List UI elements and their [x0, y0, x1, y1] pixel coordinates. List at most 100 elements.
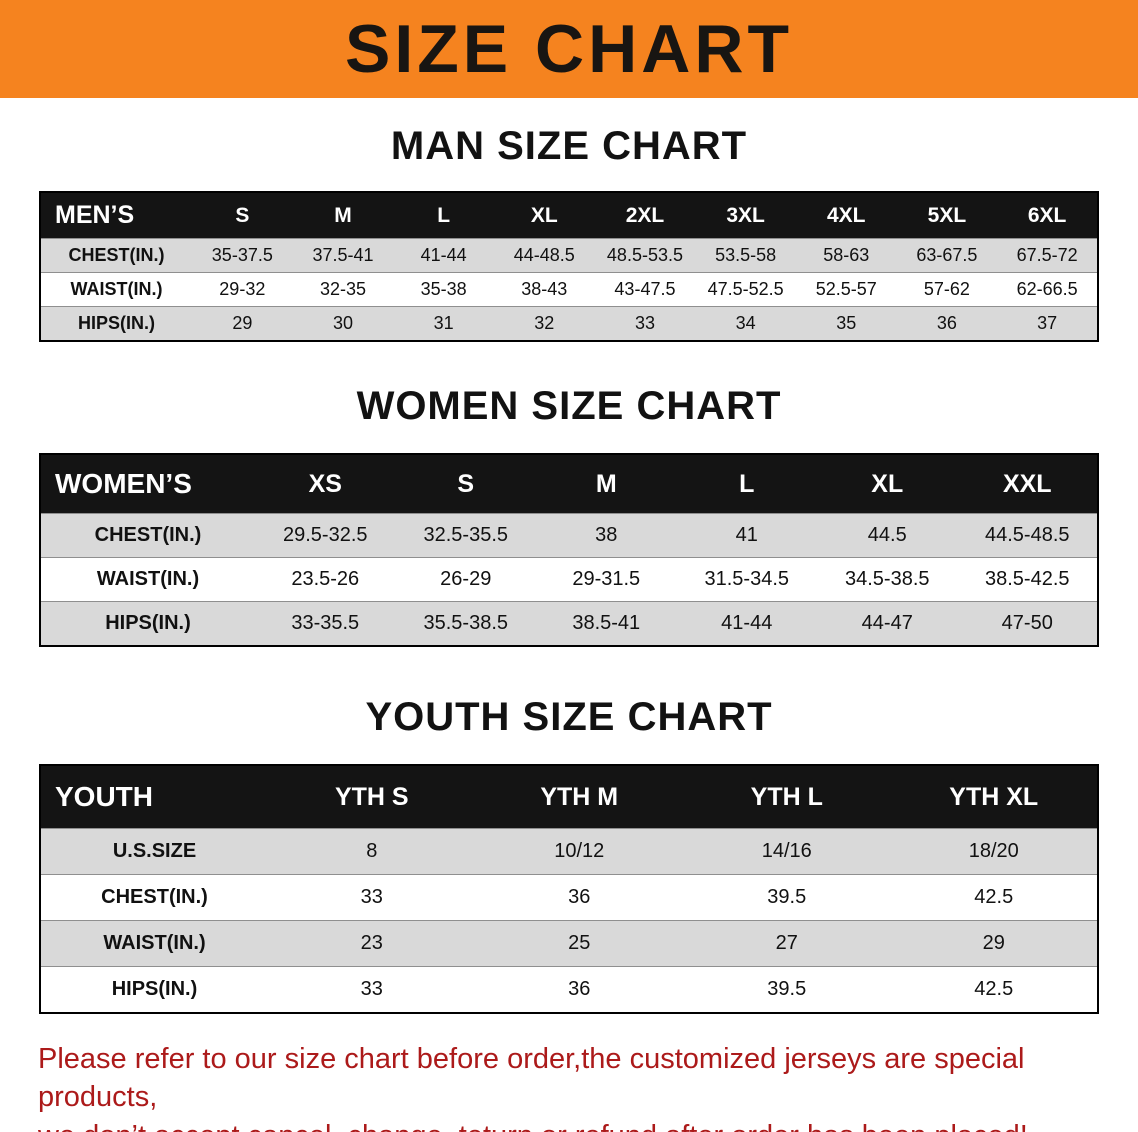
youth-section-heading: YOUTH SIZE CHART — [365, 695, 773, 739]
footer-notice-line1: Please refer to our size chart before or… — [38, 1043, 1025, 1114]
table-header-row: WOMEN’S XS S M L XL XXL — [40, 454, 1098, 514]
size-header-cell: XS — [255, 454, 396, 514]
size-header-cell: M — [292, 192, 394, 239]
row-label-cell: CHEST(IN.) — [40, 513, 255, 558]
page-title: SIZE CHART — [345, 11, 793, 87]
value-cell: 62-66.5 — [997, 272, 1098, 307]
row-label-cell: CHEST(IN.) — [40, 874, 268, 921]
value-cell: 32-35 — [292, 272, 394, 307]
value-cell: 53.5-58 — [695, 238, 796, 273]
size-header-cell: L — [393, 192, 494, 239]
table-row: WAIST(IN.) 23 25 27 29 — [40, 920, 1098, 967]
value-cell: 47.5-52.5 — [695, 272, 796, 307]
size-header-cell: YTH M — [475, 765, 683, 829]
value-cell: 18/20 — [890, 828, 1098, 875]
value-cell: 29.5-32.5 — [255, 513, 396, 558]
value-cell: 52.5-57 — [795, 272, 897, 307]
value-cell: 33 — [594, 306, 696, 341]
value-cell: 48.5-53.5 — [594, 238, 696, 273]
footer-notice-line2: we don’t accept cancel, change, teturn o… — [38, 1117, 1100, 1132]
youth-size-table: YOUTH YTH S YTH M YTH L YTH XL U.S.SIZE 8 10/12… — [39, 764, 1099, 1014]
footer-notice: Please refer to our size chart before or… — [0, 1040, 1138, 1132]
value-cell: 47-50 — [957, 601, 1098, 646]
size-header-cell: YTH S — [268, 765, 476, 829]
table-row: HIPS(IN.) 33 36 39.5 42.5 — [40, 966, 1098, 1013]
value-cell: 38-43 — [493, 272, 595, 307]
value-cell: 34 — [695, 306, 796, 341]
size-header-cell: YTH XL — [890, 765, 1098, 829]
table-row: CHEST(IN.) 35-37.5 37.5-41 41-44 44-48.5 48.5… — [40, 238, 1098, 273]
value-cell: 38 — [536, 513, 677, 558]
value-cell: 29 — [890, 920, 1098, 967]
value-cell: 42.5 — [890, 966, 1098, 1013]
value-cell: 29 — [192, 306, 293, 341]
value-cell: 32 — [493, 306, 595, 341]
table-row: WAIST(IN.) 23.5-26 26-29 29-31.5 31.5-34.5 34… — [40, 557, 1098, 602]
value-cell: 34.5-38.5 — [817, 557, 958, 602]
value-cell: 37 — [997, 306, 1098, 341]
value-cell: 44-47 — [817, 601, 958, 646]
women-section-heading: WOMEN SIZE CHART — [356, 384, 782, 428]
size-header-cell: S — [395, 454, 536, 514]
value-cell: 29-31.5 — [536, 557, 677, 602]
value-cell: 43-47.5 — [594, 272, 696, 307]
table-header-row: MEN’S S M L XL 2XL 3XL 4XL 5XL 6XL — [40, 192, 1098, 239]
value-cell: 44.5 — [817, 513, 958, 558]
value-cell: 36 — [475, 874, 683, 921]
value-cell: 41-44 — [676, 601, 817, 646]
size-header-cell: M — [536, 454, 677, 514]
value-cell: 35 — [795, 306, 897, 341]
section-women: WOMEN SIZE CHART WOMEN’S XS S M L XL XXL CHEST(… — [0, 384, 1138, 647]
row-label-cell: HIPS(IN.) — [40, 966, 268, 1013]
value-cell: 32.5-35.5 — [395, 513, 536, 558]
value-cell: 41 — [676, 513, 817, 558]
table-title-cell: MEN’S — [40, 192, 192, 239]
men-section-heading: MAN SIZE CHART — [390, 124, 748, 168]
size-header-cell: 2XL — [594, 192, 696, 239]
table-title-cell: YOUTH — [40, 765, 268, 829]
size-header-cell: XL — [493, 192, 595, 239]
row-label-cell: WAIST(IN.) — [40, 920, 268, 967]
value-cell: 33 — [268, 874, 476, 921]
value-cell: 14/16 — [683, 828, 891, 875]
value-cell: 35.5-38.5 — [395, 601, 536, 646]
value-cell: 31.5-34.5 — [676, 557, 817, 602]
value-cell: 33-35.5 — [255, 601, 396, 646]
value-cell: 36 — [896, 306, 998, 341]
value-cell: 38.5-41 — [536, 601, 677, 646]
size-header-cell: S — [192, 192, 293, 239]
size-header-cell: 3XL — [695, 192, 796, 239]
value-cell: 31 — [393, 306, 494, 341]
value-cell: 36 — [475, 966, 683, 1013]
value-cell: 8 — [268, 828, 476, 875]
size-header-cell: 4XL — [795, 192, 897, 239]
value-cell: 42.5 — [890, 874, 1098, 921]
value-cell: 44.5-48.5 — [957, 513, 1098, 558]
value-cell: 33 — [268, 966, 476, 1013]
table-row: CHEST(IN.) 29.5-32.5 32.5-35.5 38 41 44.5 44.5… — [40, 513, 1098, 558]
value-cell: 25 — [475, 920, 683, 967]
table-row: CHEST(IN.) 33 36 39.5 42.5 — [40, 874, 1098, 921]
size-header-cell: L — [676, 454, 817, 514]
row-label-cell: U.S.SIZE — [40, 828, 268, 875]
value-cell: 41-44 — [393, 238, 494, 273]
value-cell: 44-48.5 — [493, 238, 595, 273]
value-cell: 63-67.5 — [896, 238, 998, 273]
size-header-cell: 6XL — [997, 192, 1098, 239]
row-label-cell: CHEST(IN.) — [40, 238, 192, 273]
table-title-cell: WOMEN’S — [40, 454, 255, 514]
value-cell: 27 — [683, 920, 891, 967]
value-cell: 29-32 — [192, 272, 293, 307]
value-cell: 39.5 — [683, 966, 891, 1013]
table-row: WAIST(IN.) 29-32 32-35 35-38 38-43 43-47.5 47.… — [40, 272, 1098, 307]
value-cell: 23 — [268, 920, 476, 967]
size-header-cell: XXL — [957, 454, 1098, 514]
value-cell: 57-62 — [896, 272, 998, 307]
table-row: HIPS(IN.) 33-35.5 35.5-38.5 38.5-41 41-44 44-… — [40, 601, 1098, 646]
value-cell: 37.5-41 — [292, 238, 394, 273]
value-cell: 35-38 — [393, 272, 494, 307]
value-cell: 58-63 — [795, 238, 897, 273]
value-cell: 39.5 — [683, 874, 891, 921]
value-cell: 23.5-26 — [255, 557, 396, 602]
